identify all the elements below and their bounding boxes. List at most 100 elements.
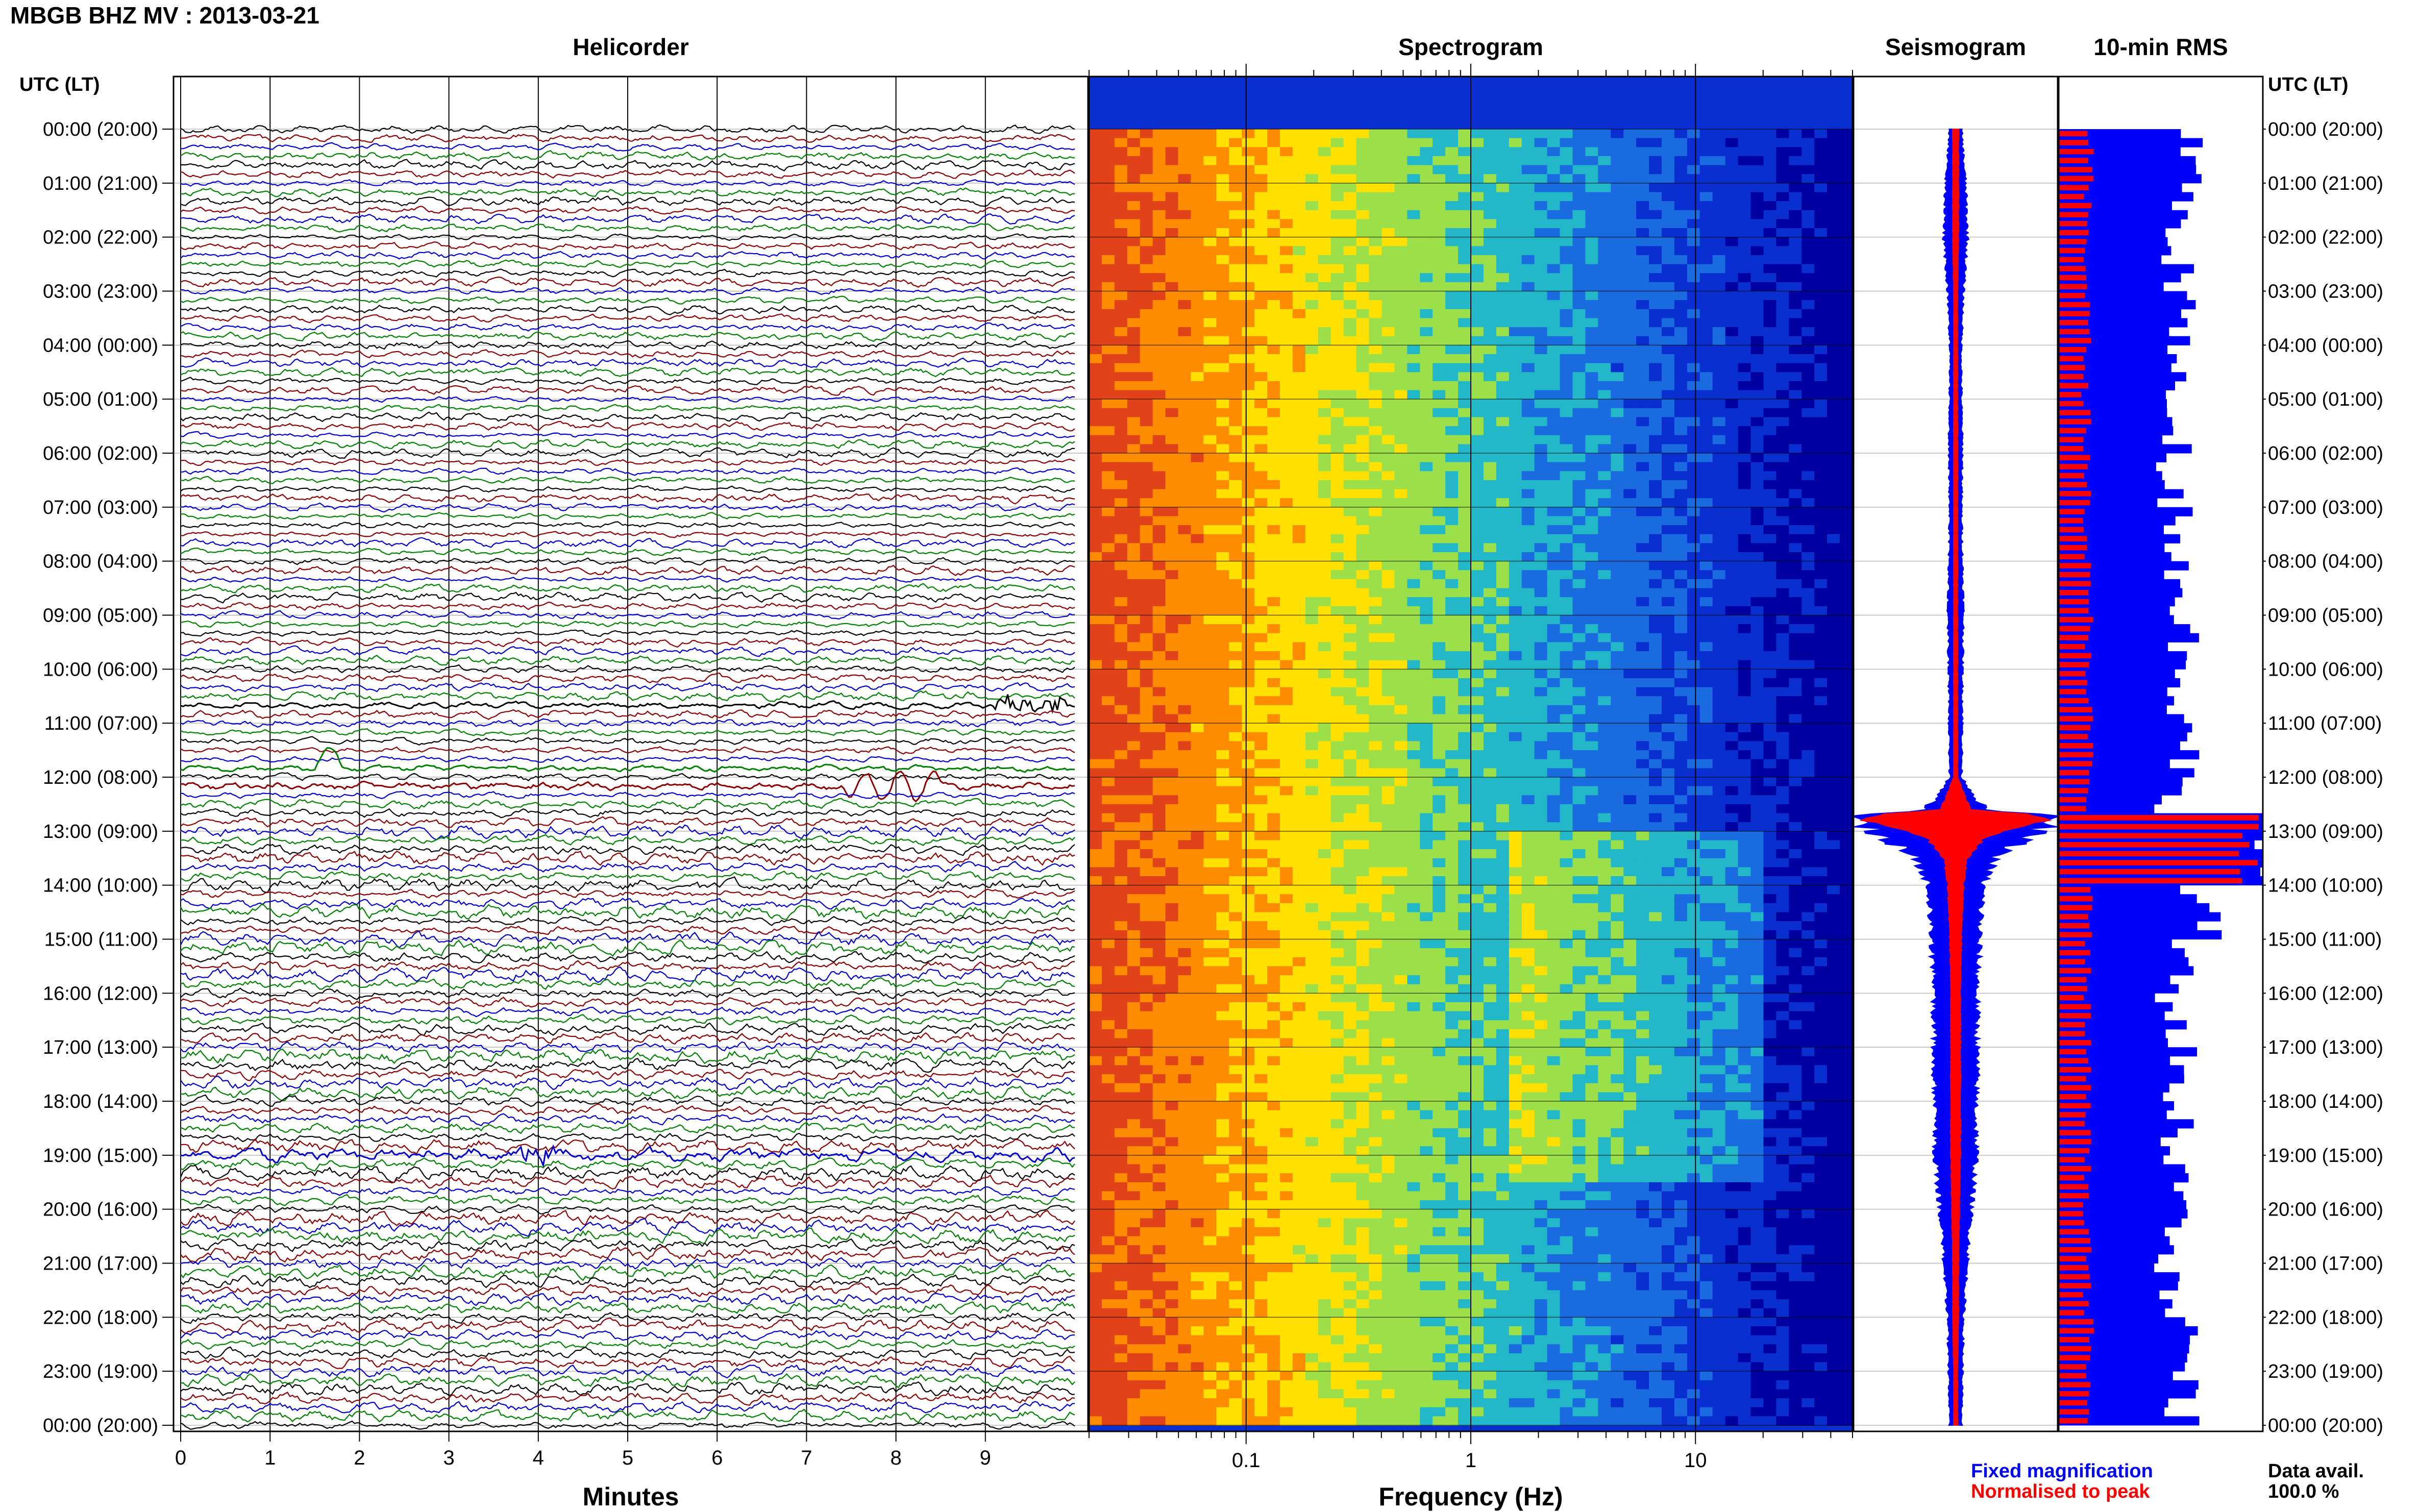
spectrogram-cell <box>1191 651 1204 661</box>
helicorder-trace <box>180 206 1075 215</box>
spectrogram-cell <box>1776 399 1790 409</box>
spectrogram-cell <box>1738 300 1751 310</box>
spectrogram-cell <box>1611 363 1624 373</box>
spectrogram-cell <box>1636 489 1649 499</box>
spectrogram-cell <box>1203 183 1217 193</box>
spectrogram-cell <box>1521 705 1535 715</box>
spectrogram-cell <box>1496 282 1510 292</box>
spectrogram-cell <box>1801 768 1815 778</box>
spectrogram-cell <box>1343 147 1357 157</box>
spectrogram-cell <box>1572 228 1586 238</box>
spectrogram-cell <box>1407 516 1420 526</box>
spectrogram-cell <box>1789 777 1802 787</box>
spectrogram-cell <box>1521 507 1535 517</box>
spectrogram-cell <box>1801 507 1815 517</box>
spectrogram-cell <box>1433 309 1446 319</box>
spectrogram-cell <box>1801 804 1815 814</box>
spectrogram-cell <box>1776 669 1790 679</box>
spectrogram-cell <box>1483 660 1497 670</box>
spectrogram-cell <box>1305 237 1319 247</box>
spectrogram-cell <box>1394 273 1408 283</box>
spectrogram-cell <box>1827 651 1840 661</box>
spectrogram-cell <box>1827 633 1840 643</box>
time-label-right: 21:00 (17:00) <box>2268 1253 2383 1275</box>
helicorder-trace <box>180 179 1075 187</box>
spectrogram-cell <box>1254 669 1268 679</box>
spectrogram-cell <box>1394 795 1408 805</box>
spectrogram-cell <box>1750 633 1764 643</box>
spectrogram-cell <box>1318 696 1331 706</box>
spectrogram-panel <box>1089 77 1853 1431</box>
spectrogram-cell <box>1611 228 1624 238</box>
spectrogram-cell <box>1242 741 1255 751</box>
spectrogram-cell <box>1420 165 1433 175</box>
spectrogram-cell <box>1712 651 1726 661</box>
spectrogram-cell <box>1229 363 1242 373</box>
spectrogram-cell <box>1330 192 1344 202</box>
spectrogram-cell <box>1649 138 1662 147</box>
spectrogram-cell <box>1140 138 1153 147</box>
spectrogram-cell <box>1814 615 1828 625</box>
spectrogram-cell <box>1433 300 1446 310</box>
spectrogram-cell <box>1560 192 1573 202</box>
spectrogram-cell <box>1738 822 1751 832</box>
spectrogram-cell <box>1776 723 1790 733</box>
spectrogram-cell <box>1750 624 1764 634</box>
spectrogram-cell <box>1534 489 1548 499</box>
helicorder-traces <box>180 124 1075 1430</box>
spectrogram-cell <box>1636 228 1649 238</box>
helicorder-trace <box>180 357 1075 368</box>
spectrogram-cell <box>1191 246 1204 256</box>
spectrogram-cell <box>1509 777 1522 787</box>
spectrogram-cell <box>1229 543 1242 553</box>
spectrogram-cell <box>1356 777 1370 787</box>
spectrogram-cell <box>1280 219 1293 229</box>
spectrogram-cell <box>1127 300 1141 310</box>
spectrogram-cell <box>1254 660 1268 670</box>
spectrogram-cell <box>1649 714 1662 724</box>
spectrogram-cell <box>1471 336 1484 346</box>
spectrogram-cell <box>1801 354 1815 364</box>
spectrogram-cell <box>1114 768 1128 778</box>
spectrogram-cell <box>1330 804 1344 814</box>
spectrogram-cell <box>1585 723 1599 733</box>
spectrogram-cell <box>1191 795 1204 805</box>
spectrogram-cell <box>1089 318 1102 328</box>
spectrogram-cell <box>1598 165 1611 175</box>
spectrogram-cell <box>1611 525 1624 535</box>
spectrogram-cell <box>1433 399 1446 409</box>
spectrogram-cell <box>1509 228 1522 238</box>
spectrogram-cell <box>1801 174 1815 184</box>
spectrogram-cell <box>1840 183 1853 193</box>
spectrogram-cell <box>1305 615 1319 625</box>
spectrogram-cell <box>1623 687 1637 697</box>
spectrogram-cell <box>1433 354 1446 364</box>
spectrogram-cell <box>1356 426 1370 436</box>
spectrogram-cell <box>1534 588 1548 598</box>
spectrogram-cell <box>1572 588 1586 598</box>
spectrogram-cell <box>1114 579 1128 589</box>
spectrogram-cell <box>1789 786 1802 796</box>
spectrogram-cell <box>1623 822 1637 832</box>
spectrogram-cell <box>1598 300 1611 310</box>
spectrogram-cell <box>1127 318 1141 328</box>
spectrogram-cell <box>1140 732 1153 742</box>
spectrogram-cell <box>1267 795 1280 805</box>
spectrogram-cell <box>1089 372 1102 382</box>
spectrogram-cell <box>1280 246 1293 256</box>
spectrogram-cell <box>1827 435 1840 445</box>
spectrogram-cell <box>1458 750 1471 760</box>
spectrogram-cell <box>1814 759 1828 769</box>
spectrogram-cell <box>1280 453 1293 463</box>
spectrogram-cell <box>1750 453 1764 463</box>
spectrogram-cell <box>1127 651 1141 661</box>
spectrogram-cell <box>1560 183 1573 193</box>
spectrogram-cell <box>1611 390 1624 400</box>
spectrogram-cell <box>1496 804 1510 814</box>
spectrogram-cell <box>1229 318 1242 328</box>
spectrogram-cell <box>1598 606 1611 616</box>
spectrogram-cell <box>1471 210 1484 220</box>
spectrogram-cell <box>1343 210 1357 220</box>
spectrogram-cell <box>1750 138 1764 147</box>
spectrogram-cell <box>1292 237 1306 247</box>
